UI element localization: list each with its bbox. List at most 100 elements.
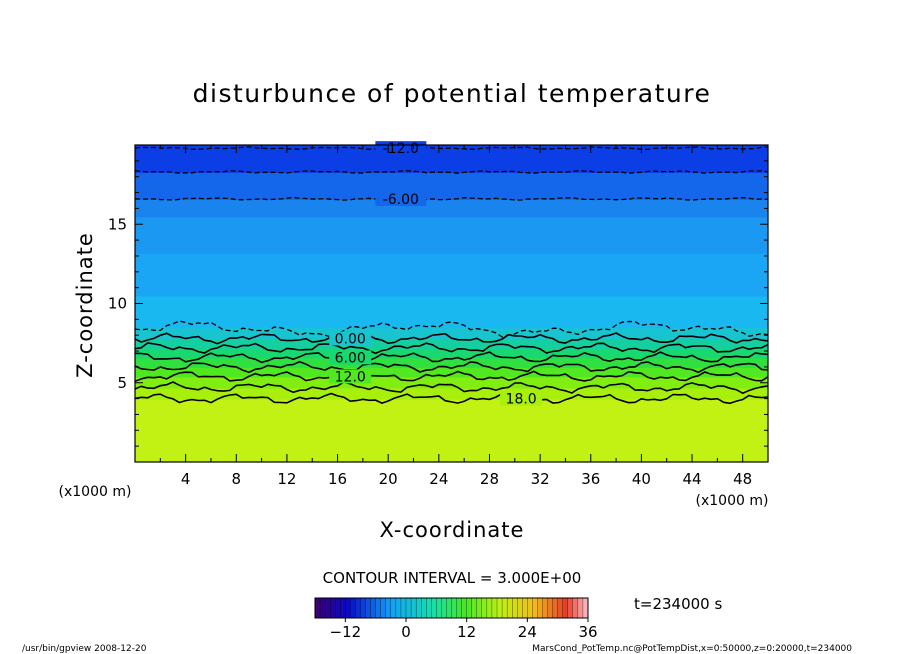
contour-label-bg-4 (329, 331, 372, 346)
contour-line-1 (135, 170, 768, 174)
colorbar-segment (501, 597, 508, 619)
colorbar-segment (527, 597, 533, 619)
contour-lines (135, 146, 768, 405)
band-12 (135, 170, 768, 200)
colorbar-segment (471, 597, 478, 619)
x-tick-label-8: 36 (581, 470, 600, 488)
colorbar-segment (451, 597, 458, 619)
band-1 (135, 386, 768, 400)
colorbar-segment (537, 597, 543, 619)
colorbar-segment (431, 597, 437, 619)
colorbar-segment (395, 597, 402, 619)
contour-interval-label: CONTOUR INTERVAL = 3.000E+00 (323, 569, 582, 587)
colorbar-segment (547, 597, 554, 619)
x-axis-label: X-coordinate (380, 518, 525, 542)
colorbar-segment (319, 597, 326, 619)
colorbar-segment (542, 597, 549, 619)
colorbar-segment (410, 597, 417, 619)
band-6 (135, 337, 768, 349)
contour-line-5 (135, 342, 768, 355)
band-11 (135, 197, 768, 218)
colorbar-segment (314, 597, 321, 619)
colorbar-segment (365, 597, 372, 619)
x-tick-label-9: 40 (632, 470, 651, 488)
contour-label-10: 18.0 (506, 392, 537, 408)
colorbar-segment (415, 597, 422, 619)
colorbar-segment (486, 597, 493, 619)
colorbar-segment (567, 597, 574, 619)
band-10 (135, 215, 768, 254)
colorbar-segment (562, 597, 569, 619)
colorbar-segment (335, 597, 341, 619)
colorbar-segment (360, 597, 367, 619)
x-unit-left: (x1000 m) (59, 484, 132, 500)
colorbar-segment (350, 597, 356, 619)
colorbar-segment (572, 597, 579, 619)
y-tick-label-2: 15 (108, 215, 127, 233)
band-3 (135, 365, 768, 378)
band-0 (135, 397, 768, 462)
x-tick-label-11: 48 (733, 470, 752, 488)
colorbar-segment (345, 597, 351, 619)
colorbar-segment (436, 597, 442, 619)
band-5 (135, 346, 768, 359)
band-8 (135, 294, 768, 329)
colorbar-tick-label-3: 24 (518, 623, 537, 641)
contour-label-2: -6.00 (383, 192, 419, 208)
x-tick-label-10: 44 (682, 470, 701, 488)
y-axis-label: Z-coordinate (73, 232, 97, 378)
colorbar-segment (532, 597, 538, 619)
x-tick-label-1: 8 (232, 470, 242, 488)
x-unit-right: (x1000 m) (696, 493, 769, 509)
colorbar-segment (491, 597, 498, 619)
colorbar-tick-label-4: 36 (578, 623, 597, 641)
contour-line-0 (135, 146, 768, 151)
contour-line-7 (135, 360, 768, 374)
colorbar-segment (370, 597, 377, 619)
band-4 (135, 356, 768, 368)
color-bands (135, 145, 768, 462)
y-tick-label-0: 5 (117, 374, 127, 392)
contour-line-3 (135, 320, 768, 338)
x-tick-label-7: 32 (531, 470, 550, 488)
colorbar-segment (446, 597, 452, 619)
x-tick-label-2: 12 (277, 470, 296, 488)
colorbar-segment (421, 597, 427, 619)
colorbar-ticks: −12 0 12 24 36 (330, 618, 598, 641)
colorbar-segment (405, 597, 412, 619)
colorbar-segment (476, 597, 483, 619)
colorbar-segment (506, 597, 513, 619)
colorbar-segment (522, 597, 528, 619)
colorbar-segment (400, 597, 407, 619)
colorbar-tick-label-0: −12 (330, 623, 362, 641)
contour-label-6: 6.00 (335, 350, 366, 366)
colorbar-segment (330, 597, 336, 619)
y-tick-label-1: 10 (108, 295, 127, 313)
colorbar-segment (390, 597, 397, 619)
colorbar-segment (380, 597, 387, 619)
footer-left: /usr/bin/gpview 2008-12-20 (22, 644, 147, 654)
colorbar-frame (314, 597, 589, 619)
time-label: t=234000 s (634, 595, 722, 613)
contour-line-6 (135, 351, 768, 364)
band-9 (135, 251, 768, 297)
x-axis-ticks: 4 8 12 16 20 24 28 32 36 40 44 48 (134, 145, 769, 488)
colorbar-segment (512, 597, 518, 619)
colorbar-segment (517, 597, 523, 619)
colorbar-segment (466, 597, 473, 619)
colorbar-segment (496, 597, 503, 619)
chart-title: disturbunce of potential temperature (193, 79, 712, 108)
colorbar-segment (340, 597, 346, 619)
contour-line-10 (135, 392, 768, 405)
colorbar-segment (441, 597, 447, 619)
x-tick-label-4: 20 (379, 470, 398, 488)
x-tick-label-0: 4 (181, 470, 191, 488)
colorbar-segment (426, 597, 432, 619)
colorbar-segment (461, 597, 468, 619)
x-tick-label-6: 28 (480, 470, 499, 488)
colorbar-segment (481, 597, 488, 619)
colorbar-tick-label-2: 12 (457, 623, 476, 641)
colorbar-segment (582, 597, 589, 619)
